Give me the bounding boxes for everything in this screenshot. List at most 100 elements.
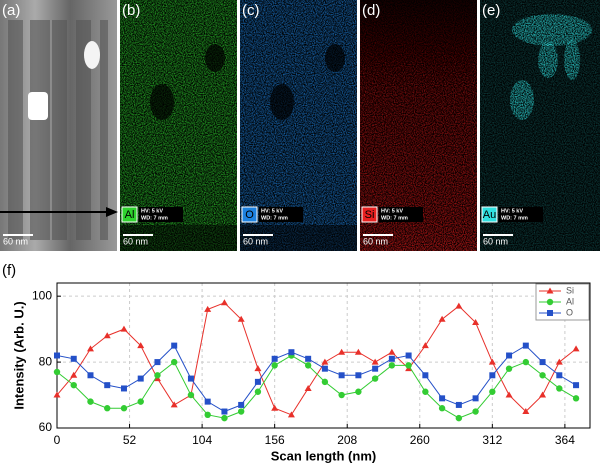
dark-bottom: [120, 225, 237, 251]
au-region: [538, 42, 558, 78]
scale-bar: [3, 234, 33, 236]
marker: [220, 299, 228, 306]
legend-marker: [547, 310, 553, 316]
dark-region: [325, 44, 345, 72]
scale-bar: [363, 234, 393, 236]
marker: [556, 385, 563, 392]
marker: [187, 391, 195, 399]
marker: [171, 358, 178, 366]
marker: [120, 405, 128, 412]
marker: [355, 388, 362, 395]
marker: [438, 405, 446, 412]
marker: [472, 408, 479, 415]
marker: [572, 395, 580, 402]
badge: [121, 206, 138, 223]
au-region: [564, 40, 580, 80]
marker: [221, 414, 228, 422]
legend-label: Si: [566, 285, 574, 295]
wd-label: WD: 7 mm: [381, 215, 408, 221]
marker: [171, 342, 178, 349]
scale-label: 60 nm: [363, 236, 388, 246]
marker: [287, 411, 295, 418]
element-label: O: [245, 209, 254, 221]
element-label: Au: [483, 209, 496, 221]
marker: [372, 365, 379, 372]
y-tick-label: 80: [39, 354, 53, 368]
dark-region: [150, 84, 174, 120]
marker: [254, 378, 261, 385]
column: [76, 20, 91, 240]
marker: [371, 375, 379, 382]
marker: [539, 391, 547, 398]
marker: [238, 401, 245, 408]
series-line: [56, 302, 577, 416]
dark-region: [205, 44, 225, 72]
marker: [321, 378, 329, 386]
marker: [305, 355, 312, 362]
scale-label: 60 nm: [123, 236, 148, 246]
x-tick-label: 156: [265, 433, 285, 447]
marker: [204, 411, 211, 419]
marker: [422, 372, 429, 379]
au-region: [512, 14, 592, 46]
marker: [53, 391, 61, 398]
scale-bar: [243, 234, 273, 236]
marker: [439, 395, 446, 402]
marker: [505, 365, 513, 372]
marker: [522, 342, 529, 349]
panel-label: (b): [122, 2, 140, 19]
marker: [472, 319, 480, 326]
marker: [338, 348, 346, 355]
marker: [204, 305, 212, 312]
hv-label: HV: 5 kV: [381, 208, 403, 214]
marker: [488, 358, 496, 365]
image-panel: 60 nm (a): [0, 0, 118, 251]
x-tick-label: 364: [555, 433, 575, 447]
marker: [237, 315, 245, 322]
info-bg: [139, 207, 183, 222]
scale-label: 60 nm: [3, 236, 28, 246]
marker: [506, 352, 513, 359]
panel-label: (d): [362, 2, 380, 19]
marker: [572, 345, 580, 352]
marker: [137, 398, 144, 405]
scale-label: 60 nm: [483, 236, 508, 246]
dark-region: [270, 84, 294, 120]
x-tick-label: 312: [482, 433, 502, 447]
marker: [104, 382, 111, 389]
column: [30, 20, 50, 240]
hv-label: HV: 5 kV: [261, 208, 283, 214]
scale-label: 60 nm: [243, 236, 268, 246]
x-tick-label: 52: [123, 433, 137, 447]
marker: [422, 388, 429, 395]
series-line: [56, 354, 577, 419]
marker: [556, 372, 563, 379]
au-region: [510, 80, 534, 120]
marker: [388, 362, 396, 369]
marker: [455, 414, 463, 422]
wd-label: WD: 7 mm: [501, 215, 528, 221]
marker: [539, 372, 546, 379]
marker: [154, 372, 161, 379]
marker: [103, 332, 111, 339]
marker: [405, 352, 412, 359]
scale-bar: [123, 234, 153, 236]
marker: [472, 395, 479, 402]
y-axis-label: Intensity (Arb. U.): [11, 301, 26, 409]
column: [8, 20, 23, 240]
marker: [271, 362, 278, 369]
marker: [53, 368, 61, 376]
bright-spot: [28, 92, 48, 120]
element-label: Al: [125, 209, 135, 221]
wd-label: WD: 7 mm: [261, 215, 288, 221]
marker: [338, 391, 345, 399]
dark-bottom: [240, 225, 357, 251]
bright-spot: [84, 41, 100, 69]
y-tick-label: 60: [39, 420, 53, 434]
marker: [87, 398, 94, 405]
marker: [104, 405, 111, 412]
